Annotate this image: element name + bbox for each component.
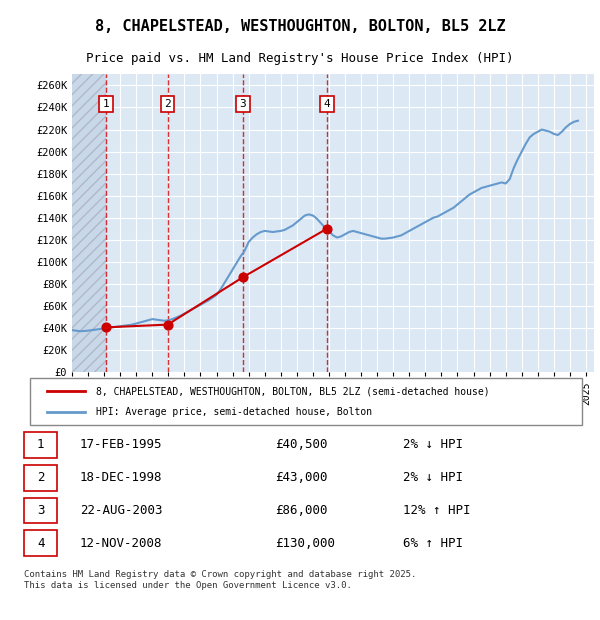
Text: 3: 3 bbox=[239, 99, 246, 109]
FancyBboxPatch shape bbox=[30, 378, 582, 425]
Text: 2: 2 bbox=[37, 471, 44, 484]
Text: 12% ↑ HPI: 12% ↑ HPI bbox=[403, 504, 471, 517]
Point bbox=[163, 320, 173, 330]
FancyBboxPatch shape bbox=[24, 465, 58, 490]
Text: HPI: Average price, semi-detached house, Bolton: HPI: Average price, semi-detached house,… bbox=[96, 407, 373, 417]
FancyBboxPatch shape bbox=[24, 531, 58, 556]
Text: 8, CHAPELSTEAD, WESTHOUGHTON, BOLTON, BL5 2LZ: 8, CHAPELSTEAD, WESTHOUGHTON, BOLTON, BL… bbox=[95, 19, 505, 33]
Bar bbox=[72, 74, 106, 372]
Text: 6% ↑ HPI: 6% ↑ HPI bbox=[403, 537, 463, 550]
Text: £86,000: £86,000 bbox=[275, 504, 328, 517]
Text: 1: 1 bbox=[103, 99, 109, 109]
Text: £130,000: £130,000 bbox=[275, 537, 335, 550]
Text: £40,500: £40,500 bbox=[275, 438, 328, 451]
Text: 22-AUG-2003: 22-AUG-2003 bbox=[80, 504, 162, 517]
Text: 2% ↓ HPI: 2% ↓ HPI bbox=[403, 438, 463, 451]
Text: 17-FEB-1995: 17-FEB-1995 bbox=[80, 438, 162, 451]
FancyBboxPatch shape bbox=[24, 498, 58, 523]
Text: £43,000: £43,000 bbox=[275, 471, 328, 484]
Text: 1: 1 bbox=[37, 438, 44, 451]
Text: 2: 2 bbox=[164, 99, 171, 109]
Text: 12-NOV-2008: 12-NOV-2008 bbox=[80, 537, 162, 550]
Text: 3: 3 bbox=[37, 504, 44, 517]
Text: 4: 4 bbox=[323, 99, 330, 109]
Text: Contains HM Land Registry data © Crown copyright and database right 2025.
This d: Contains HM Land Registry data © Crown c… bbox=[24, 570, 416, 590]
Point bbox=[238, 272, 248, 282]
Text: 2% ↓ HPI: 2% ↓ HPI bbox=[403, 471, 463, 484]
Text: 18-DEC-1998: 18-DEC-1998 bbox=[80, 471, 162, 484]
Point bbox=[322, 224, 332, 234]
Text: 8, CHAPELSTEAD, WESTHOUGHTON, BOLTON, BL5 2LZ (semi-detached house): 8, CHAPELSTEAD, WESTHOUGHTON, BOLTON, BL… bbox=[96, 386, 490, 396]
Text: Price paid vs. HM Land Registry's House Price Index (HPI): Price paid vs. HM Land Registry's House … bbox=[86, 52, 514, 65]
Text: 4: 4 bbox=[37, 537, 44, 550]
Point bbox=[101, 322, 111, 332]
FancyBboxPatch shape bbox=[24, 432, 58, 458]
